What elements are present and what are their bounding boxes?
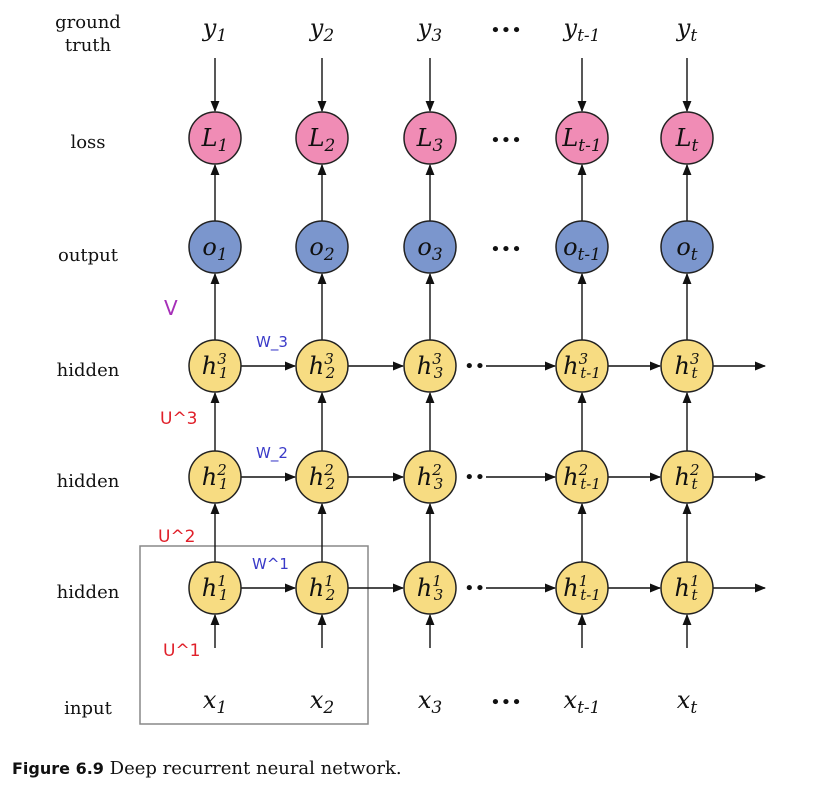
hidden2-ellipsis: ••: [464, 467, 485, 488]
loss-node-col2: [295, 111, 349, 165]
hidden1-node-col1: [188, 561, 242, 615]
edges-layer: [210, 58, 767, 648]
output-node-col1: [188, 220, 242, 274]
output-node-label-col4: ot-1: [563, 233, 601, 265]
loss-node-label-col2: L2: [308, 124, 336, 156]
hidden1-node-label-col5: h1 t: [674, 572, 699, 604]
row-label-hidden-1: hidden: [57, 582, 120, 603]
ground-truth-label-col4: yt-1: [563, 14, 601, 46]
weight-label-u1: U^1: [163, 641, 201, 661]
nodes-layer: [188, 111, 714, 615]
input-ellipsis: •••: [490, 692, 522, 713]
weight-label-u2: U^2: [158, 527, 196, 547]
row-label-hidden-2: hidden: [57, 471, 120, 492]
input-label-col2: x2: [310, 686, 334, 718]
highlight-box: [139, 545, 369, 725]
hidden2-node-col2: [295, 450, 349, 504]
row-label-ground-truth-2: truth: [65, 35, 112, 56]
hidden3-node-label-col2: h3 2: [309, 350, 336, 382]
output-node-col5: [660, 220, 714, 274]
loss-node-col1: [188, 111, 242, 165]
hidden3-node-col4: [555, 339, 609, 393]
input-label-col1: x1: [203, 686, 227, 718]
hidden2-node-label-col3: h2 3: [417, 461, 444, 493]
weight-label-w3: W_3: [256, 333, 288, 352]
hidden1-node-col2: [295, 561, 349, 615]
hidden3-node-col1: [188, 339, 242, 393]
hidden3-node-label-col3: h3 3: [417, 350, 444, 382]
figure-caption: Figure 6.9 Deep recurrent neural network…: [12, 758, 402, 779]
hidden2-node-col3: [403, 450, 457, 504]
weight-label-w2: W_2: [256, 444, 288, 463]
input-label-col5: xt: [677, 686, 698, 718]
figure-caption-text: Deep recurrent neural network.: [109, 758, 402, 779]
hidden1-node-label-col4: h1 t-1: [563, 572, 601, 604]
hidden3-node-col3: [403, 339, 457, 393]
output-ellipsis: •••: [490, 239, 522, 260]
hidden1-node-label-col2: h1 2: [309, 572, 336, 604]
weight-label-u3: U^3: [160, 409, 198, 429]
hidden3-node-label-col5: h3 t: [674, 350, 699, 382]
row-label-ground-truth-1: ground: [55, 12, 121, 33]
hidden3-ellipsis: ••: [464, 356, 485, 377]
hidden1-node-label-col1: h1 1: [202, 572, 229, 604]
loss-node-label-col4: Lt-1: [561, 124, 601, 156]
hidden2-node-col4: [555, 450, 609, 504]
output-node-label-col1: o1: [202, 233, 227, 265]
hidden2-node-col1: [188, 450, 242, 504]
hidden3-node-label-col1: h3 1: [202, 350, 229, 382]
hidden2-node-label-col1: h2 1: [202, 461, 229, 493]
hidden2-node-col5: [660, 450, 714, 504]
hidden1-node-col5: [660, 561, 714, 615]
loss-node-label-col1: L1: [201, 124, 229, 156]
row-label-loss: loss: [70, 132, 105, 153]
labels-layer: y1 L1 o1 h3 1 h2 1 h1 1 x1 y2 L2 o2 h3 2 h2 2 h1 2 x2 y3 L3 o3…: [201, 14, 700, 718]
loss-node-label-col3: L3: [416, 124, 444, 156]
hidden1-node-col3: [403, 561, 457, 615]
hidden3-node-col5: [660, 339, 714, 393]
input-label-col4: xt-1: [564, 686, 601, 718]
ground-truth-ellipsis: •••: [490, 20, 522, 41]
weight-label-w1: W^1: [252, 555, 289, 573]
ground-truth-label-col5: yt: [676, 14, 698, 46]
row-label-output: output: [58, 245, 119, 266]
hidden3-node-label-col4: h3 t-1: [563, 350, 601, 382]
output-node-label-col2: o2: [309, 233, 334, 265]
hidden1-node-col4: [555, 561, 609, 615]
output-node-col4: [555, 220, 609, 274]
figure-number: Figure 6.9: [12, 759, 104, 778]
hidden2-node-label-col2: h2 2: [309, 461, 336, 493]
ground-truth-label-col1: y1: [202, 14, 227, 46]
loss-node-label-col5: Lt: [675, 124, 699, 156]
loss-ellipsis: •••: [490, 130, 522, 151]
ground-truth-label-col3: y3: [417, 14, 442, 46]
hidden2-node-label-col5: h2 t: [674, 461, 699, 493]
output-node-label-col5: ot: [676, 233, 697, 265]
ground-truth-label-col2: y2: [309, 14, 334, 46]
hidden3-node-col2: [295, 339, 349, 393]
output-node-col2: [295, 220, 349, 274]
hidden2-node-label-col4: h2 t-1: [563, 461, 601, 493]
output-node-col3: [403, 220, 457, 274]
output-node-label-col3: o3: [417, 233, 442, 265]
loss-node-col4: [555, 111, 609, 165]
row-label-input: input: [64, 698, 112, 719]
hidden1-node-label-col3: h1 3: [417, 572, 444, 604]
input-label-col3: x3: [418, 686, 442, 718]
hidden1-ellipsis: ••: [464, 578, 485, 599]
weight-label-v: V: [164, 296, 178, 320]
row-label-hidden-3: hidden: [57, 360, 120, 381]
loss-node-col5: [660, 111, 714, 165]
loss-node-col3: [403, 111, 457, 165]
